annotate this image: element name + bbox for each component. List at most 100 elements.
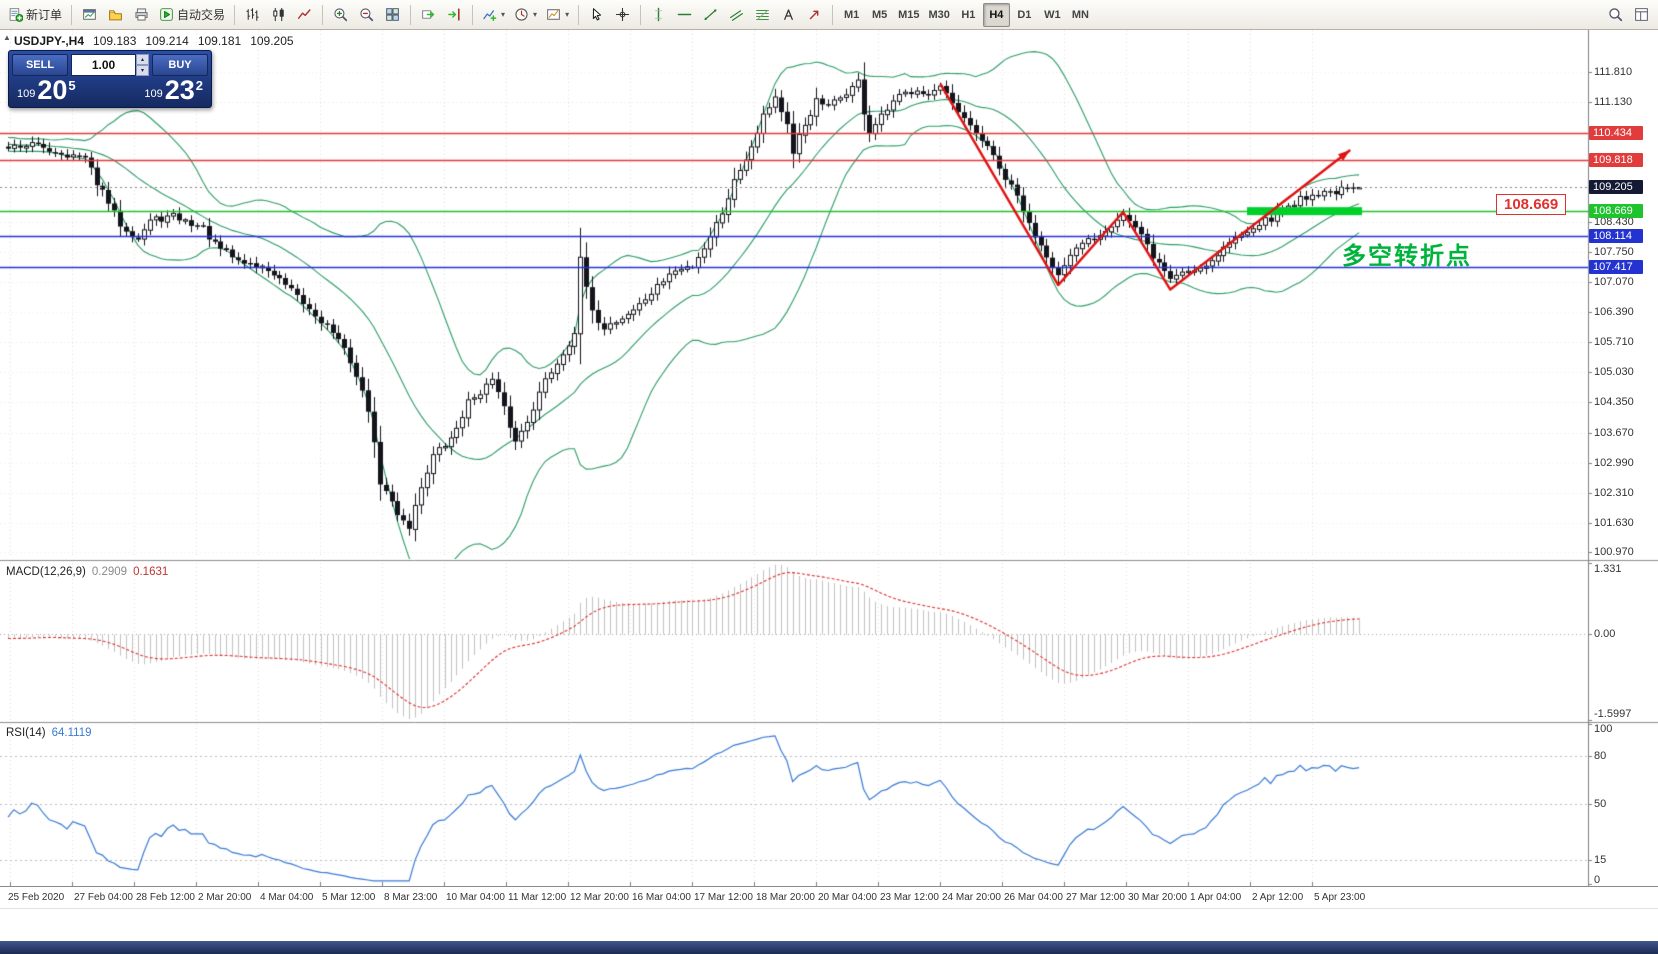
- time-axis-label: 12 Mar 20:00: [570, 892, 629, 903]
- cursor-button[interactable]: [584, 3, 609, 27]
- one-click-trading-panel: SELL ▴ ▾ BUY 109 20 5 109 23 2: [8, 50, 212, 108]
- time-axis-label: 25 Feb 2020: [8, 892, 65, 903]
- rsi-axis-label: 15: [1594, 854, 1607, 866]
- macd-signal-value: 0.1631: [133, 566, 169, 578]
- auto-trading-icon: [159, 7, 174, 22]
- price-axis-label: 107.750: [1594, 245, 1634, 258]
- timeframe-m1-button[interactable]: M1: [838, 3, 865, 27]
- time-axis-label: 30 Mar 20:00: [1128, 892, 1187, 903]
- chart-canvas[interactable]: [0, 30, 1658, 886]
- chart-title: USDJPY-,H4 109.183 109.214 109.181 109.2…: [14, 34, 294, 48]
- price-axis-label: 106.390: [1594, 306, 1634, 319]
- candlestick-chart-button[interactable]: [266, 3, 291, 27]
- cursor-icon: [589, 7, 604, 22]
- horizontal-line-button[interactable]: [672, 3, 697, 27]
- price-line-tag: 108.669: [1589, 204, 1643, 219]
- buy-price-prefix: 109: [144, 88, 163, 100]
- timeframe-m15-button[interactable]: M15: [894, 3, 923, 27]
- timeframe-m5-button[interactable]: M5: [866, 3, 893, 27]
- print-button[interactable]: [129, 3, 154, 27]
- buy-button[interactable]: BUY: [152, 54, 208, 76]
- toolbar-separator: [832, 4, 834, 25]
- price-axis-label: 108.430: [1594, 215, 1634, 228]
- channel-button[interactable]: [724, 3, 749, 27]
- templates-button[interactable]: ▾: [542, 3, 573, 27]
- toolbar-separator: [640, 4, 642, 25]
- indicators-button[interactable]: ▾: [478, 3, 509, 27]
- periods-icon: [514, 7, 529, 22]
- tile-windows-icon: [385, 7, 400, 22]
- line-chart-icon: [297, 7, 312, 22]
- dropdown-arrow-icon: ▾: [501, 10, 506, 19]
- volume-increase-button[interactable]: ▴: [136, 54, 149, 65]
- fibonacci-button[interactable]: [750, 3, 775, 27]
- current-price-tag: 109.205: [1589, 180, 1643, 195]
- crosshair-icon: [615, 7, 630, 22]
- text-button[interactable]: [776, 3, 801, 27]
- rsi-axis-label: 50: [1594, 798, 1607, 810]
- sell-button[interactable]: SELL: [12, 54, 68, 76]
- volume-spinner: ▴ ▾: [136, 54, 149, 76]
- price-axis-label: 111.810: [1594, 66, 1633, 79]
- time-axis-label: 18 Mar 20:00: [756, 892, 815, 903]
- auto-scroll-button[interactable]: [416, 3, 441, 27]
- timeframe-mn-button[interactable]: MN: [1067, 3, 1094, 27]
- new-order-button[interactable]: 新订单: [4, 3, 66, 27]
- timeframe-h1-button[interactable]: H1: [955, 3, 982, 27]
- search-icon: [1608, 7, 1623, 22]
- vertical-line-button[interactable]: [646, 3, 671, 27]
- time-axis-label: 20 Mar 04:00: [818, 892, 877, 903]
- time-axis[interactable]: 25 Feb 2020 27 Feb 04:00 28 Feb 12:00 2 Mar…: [0, 886, 1658, 908]
- price-axis-label: 104.350: [1594, 396, 1634, 409]
- price-axis-label: 107.070: [1594, 275, 1634, 288]
- zoom-out-button[interactable]: [354, 3, 379, 27]
- macd-axis-label: -1.5997: [1594, 708, 1632, 720]
- crosshair-button[interactable]: [610, 3, 635, 27]
- timeframe-m30-button[interactable]: M30: [924, 3, 953, 27]
- macd-title: MACD(12,26,9): [6, 566, 86, 578]
- search-button[interactable]: [1603, 3, 1628, 27]
- chart-shift-icon: [447, 7, 462, 22]
- time-axis-label: 28 Feb 12:00: [136, 892, 195, 903]
- chart-collapse-button[interactable]: ▲: [3, 33, 11, 42]
- tile-windows-button[interactable]: [380, 3, 405, 27]
- time-axis-label: 11 Mar 12:00: [508, 892, 567, 903]
- toolbar-separator: [472, 4, 474, 25]
- arrow-tool-button[interactable]: [802, 3, 827, 27]
- bottom-bar: [0, 941, 1658, 954]
- price-axis-label: 102.310: [1594, 486, 1634, 499]
- symbol-timeframe-label: USDJPY-,H4: [14, 34, 85, 48]
- sell-price: 109 20 5: [17, 77, 76, 104]
- rsi-indicator-label: RSI(14) 64.1119: [6, 727, 92, 739]
- zoom-out-icon: [359, 7, 374, 22]
- zoom-in-button[interactable]: [328, 3, 353, 27]
- chart-shift-button[interactable]: [442, 3, 467, 27]
- volume-input[interactable]: [71, 54, 136, 76]
- volume-decrease-button[interactable]: ▾: [136, 65, 149, 76]
- buy-price-sup: 2: [195, 78, 203, 93]
- bar-chart-button[interactable]: [240, 3, 265, 27]
- time-axis-label: 2 Mar 20:00: [198, 892, 252, 903]
- profiles-button[interactable]: [103, 3, 128, 27]
- layout-button[interactable]: [1629, 3, 1654, 27]
- auto-trading-button-label: 自动交易: [177, 8, 226, 22]
- pane-separator[interactable]: [0, 719, 1658, 725]
- candlestick-chart-icon: [271, 7, 286, 22]
- pane-separator[interactable]: [0, 557, 1658, 563]
- status-area: [0, 908, 1658, 941]
- time-axis-label: 4 Mar 04:00: [260, 892, 314, 903]
- new-chart-button[interactable]: [77, 3, 102, 27]
- timeframe-w1-button[interactable]: W1: [1039, 3, 1066, 27]
- toolbar: 新订单 自动交易 ▾ ▾ ▾ M1 M5 M15 M30 H1 H4 D1 W1 MN: [0, 0, 1658, 30]
- dropdown-arrow-icon: ▾: [533, 10, 538, 19]
- trendline-button[interactable]: [698, 3, 723, 27]
- timeframe-d1-button[interactable]: D1: [1011, 3, 1038, 27]
- line-chart-button[interactable]: [292, 3, 317, 27]
- profiles-icon: [108, 7, 123, 22]
- timeframe-h4-button[interactable]: H4: [982, 2, 1010, 27]
- arrow-tool-icon: [807, 7, 822, 22]
- periods-button[interactable]: ▾: [510, 3, 541, 27]
- volume-control: ▴ ▾: [71, 54, 149, 76]
- price-axis-label: 102.990: [1594, 456, 1634, 469]
- auto-trading-button[interactable]: 自动交易: [155, 3, 229, 27]
